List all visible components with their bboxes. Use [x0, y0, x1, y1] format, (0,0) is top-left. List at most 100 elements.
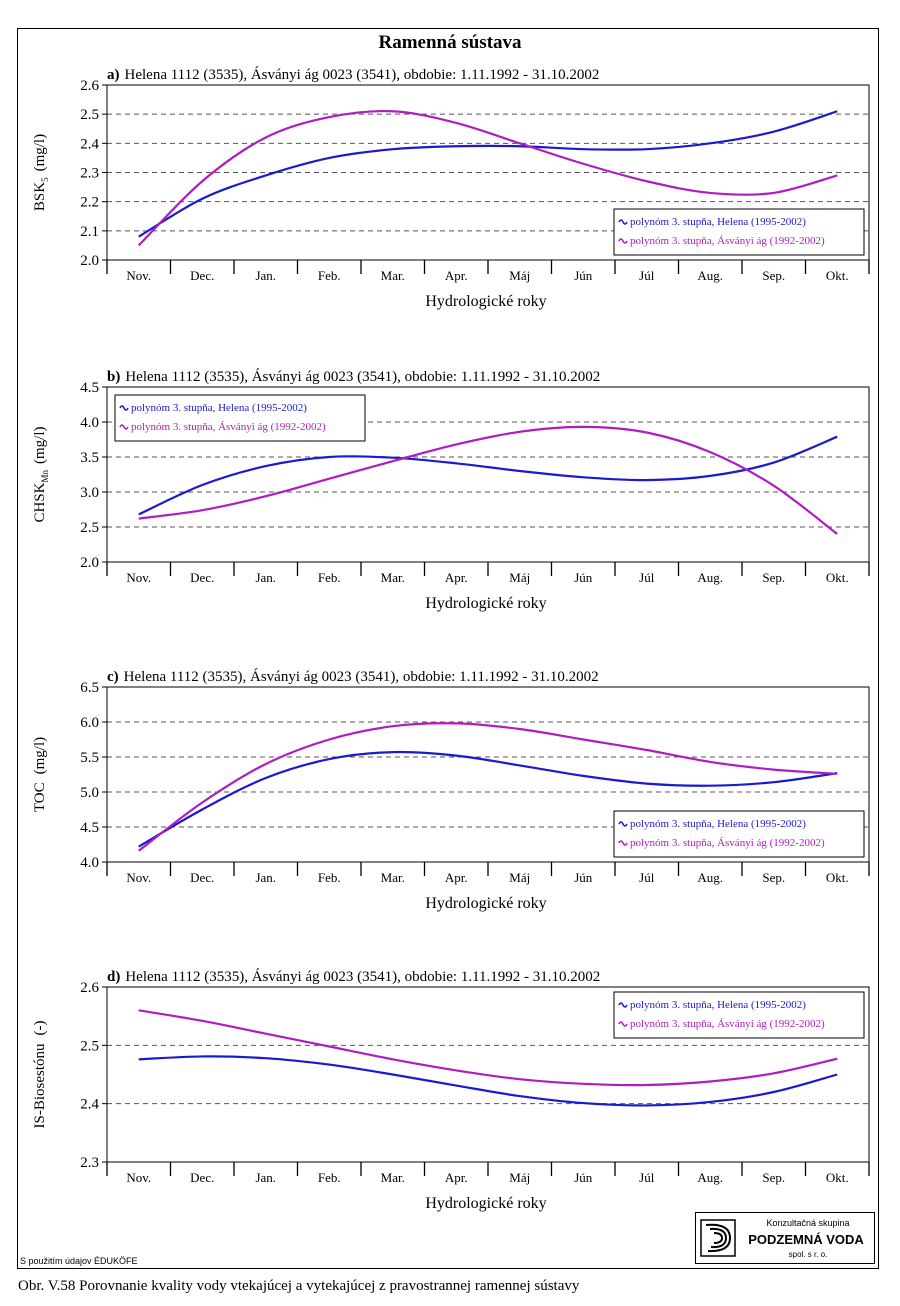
chart-heading-prefix: b) — [107, 369, 120, 385]
series-line-helena — [138, 750, 838, 848]
chart-c-toc: c) Helena 1112 (3535), Ásványi ág 0023 (3… — [32, 668, 870, 912]
legend-swatch-icon — [618, 219, 628, 225]
x-tick-label: Sep. — [762, 870, 785, 885]
y-tick-label: 6.0 — [80, 715, 99, 731]
y-axis-label-main: CHSK — [32, 482, 48, 522]
x-tick-label: Jan. — [255, 268, 276, 283]
logo-line-2: PODZEMNÁ VODA — [748, 1232, 864, 1247]
x-tick-label: Mar. — [381, 870, 405, 885]
y-tick-label: 2.6 — [80, 78, 99, 94]
legend-swatch-icon — [119, 424, 129, 430]
y-axis-label-subscript: Mn — [40, 469, 50, 482]
podzemna-voda-logo-icon — [700, 1219, 736, 1257]
y-tick-label: 2.0 — [80, 555, 99, 571]
x-tick-label: Sep. — [762, 570, 785, 585]
x-tick-label: Okt. — [826, 268, 849, 283]
x-tick-label: Mar. — [381, 1170, 405, 1185]
legend-entry: polynóm 3. stupňa, Ásványi ág (1992-2002… — [131, 421, 326, 433]
y-axis-label: CHSKMn (mg/l) — [32, 426, 50, 522]
x-tick-label: Aug. — [697, 570, 723, 585]
x-tick-label: Feb. — [318, 570, 341, 585]
legend-entry: polynóm 3. stupňa, Ásványi ág (1992-2002… — [630, 1018, 825, 1030]
y-tick-label: 5.0 — [80, 785, 99, 801]
chart-heading-prefix: d) — [107, 969, 120, 985]
x-axis-label: Hydrologické roky — [425, 1195, 546, 1212]
x-tick-label: Aug. — [697, 870, 723, 885]
y-tick-label: 2.5 — [80, 1038, 99, 1054]
y-axis-label: TOC (mg/l) — [32, 737, 48, 812]
y-tick-label: 2.5 — [80, 520, 99, 536]
legend-box — [613, 208, 865, 256]
x-tick-label: Okt. — [826, 570, 849, 585]
x-tick-label: Aug. — [697, 268, 723, 283]
x-tick-label: Dec. — [190, 1170, 214, 1185]
legend-entry: polynóm 3. stupňa, Ásványi ág (1992-2002… — [630, 235, 825, 247]
x-tick-label: Júl — [639, 268, 655, 283]
legend-swatch-icon — [618, 821, 628, 827]
x-tick-label: Feb. — [318, 268, 341, 283]
y-axis-label-main: BSK — [32, 182, 48, 211]
x-tick-label: Jún — [574, 1170, 593, 1185]
x-tick-label: Sep. — [762, 268, 785, 283]
y-tick-label: 2.4 — [80, 136, 99, 152]
y-axis-label: BSK5 (mg/l) — [32, 134, 50, 211]
series-line-helena — [138, 1055, 838, 1107]
legend-swatch-icon — [618, 1021, 628, 1027]
data-credit: S použitím údajov ÉDUKÖFE — [20, 1256, 138, 1266]
y-axis-label-unit: (mg/l) — [32, 737, 48, 775]
legend: polynóm 3. stupňa, Helena (1995-2002) pol… — [613, 991, 865, 1039]
y-tick-label: 2.1 — [80, 224, 99, 240]
chart-heading-prefix: a) — [107, 67, 120, 83]
page-title: Ramenná sústava — [378, 32, 522, 53]
x-tick-label: Máj — [509, 268, 530, 283]
chart-heading-text: Helena 1112 (3535), Ásványi ág 0023 (354… — [125, 66, 600, 83]
x-tick-label: Júl — [639, 1170, 655, 1185]
x-tick-label: Aug. — [697, 1170, 723, 1185]
x-tick-label: Mar. — [381, 570, 405, 585]
x-tick-label: Okt. — [826, 1170, 849, 1185]
chart-heading: c) Helena 1112 (3535), Ásványi ág 0023 (3… — [107, 668, 599, 685]
chart-heading: d) Helena 1112 (3535), Ásványi ág 0023 (3… — [107, 968, 600, 985]
series-line-asvanyi — [137, 109, 838, 247]
y-tick-label: 2.2 — [80, 195, 99, 211]
legend: polynóm 3. stupňa, Helena (1995-2002) pol… — [114, 394, 366, 442]
x-axis-label: Hydrologické roky — [425, 293, 546, 310]
x-tick-label: Okt. — [826, 870, 849, 885]
company-logo: Konzultačná skupina PODZEMNÁ VODA spol. … — [695, 1212, 875, 1264]
y-tick-label: 4.5 — [80, 380, 99, 396]
x-tick-label: Nov. — [126, 870, 151, 885]
series-line-asvanyi — [138, 722, 838, 852]
x-tick-label: Feb. — [318, 870, 341, 885]
legend-swatch-icon — [618, 840, 628, 846]
legend-swatch-icon — [618, 1002, 628, 1008]
x-tick-label: Apr. — [445, 1170, 468, 1185]
x-tick-label: Mar. — [381, 268, 405, 283]
series-line-asvanyi — [138, 425, 838, 535]
x-tick-label: Jan. — [255, 870, 276, 885]
legend-entry: polynóm 3. stupňa, Helena (1995-2002) — [630, 216, 806, 228]
legend: polynóm 3. stupňa, Helena (1995-2002) pol… — [613, 208, 865, 256]
legend-swatch-icon — [618, 238, 628, 244]
y-axis-label-unit: (-) — [32, 1020, 48, 1035]
y-tick-label: 3.5 — [80, 450, 99, 466]
y-tick-label: 4.0 — [80, 855, 99, 871]
legend-swatch-icon — [119, 405, 129, 411]
legend-entry: polynóm 3. stupňa, Helena (1995-2002) — [630, 818, 806, 830]
x-tick-label: Apr. — [445, 268, 468, 283]
series-line-asvanyi — [138, 1009, 838, 1087]
y-tick-label: 2.3 — [80, 166, 99, 182]
x-tick-label: Júl — [639, 570, 655, 585]
x-tick-label: Máj — [509, 570, 530, 585]
x-tick-label: Nov. — [126, 268, 151, 283]
series-line-helena — [138, 110, 838, 238]
y-axis-label: IS-Biosestónu (-) — [32, 1020, 48, 1128]
x-tick-label: Jún — [574, 268, 593, 283]
legend: polynóm 3. stupňa, Helena (1995-2002) pol… — [613, 810, 865, 858]
y-axis-label-main: IS-Biosestónu — [32, 1043, 48, 1129]
chart-d-is-biosestonu: d) Helena 1112 (3535), Ásványi ág 0023 (3… — [32, 968, 870, 1212]
x-tick-label: Dec. — [190, 870, 214, 885]
y-tick-label: 3.0 — [80, 485, 99, 501]
figure-frame — [17, 28, 879, 1269]
series-line-helena — [138, 435, 838, 516]
x-tick-label: Máj — [509, 870, 530, 885]
